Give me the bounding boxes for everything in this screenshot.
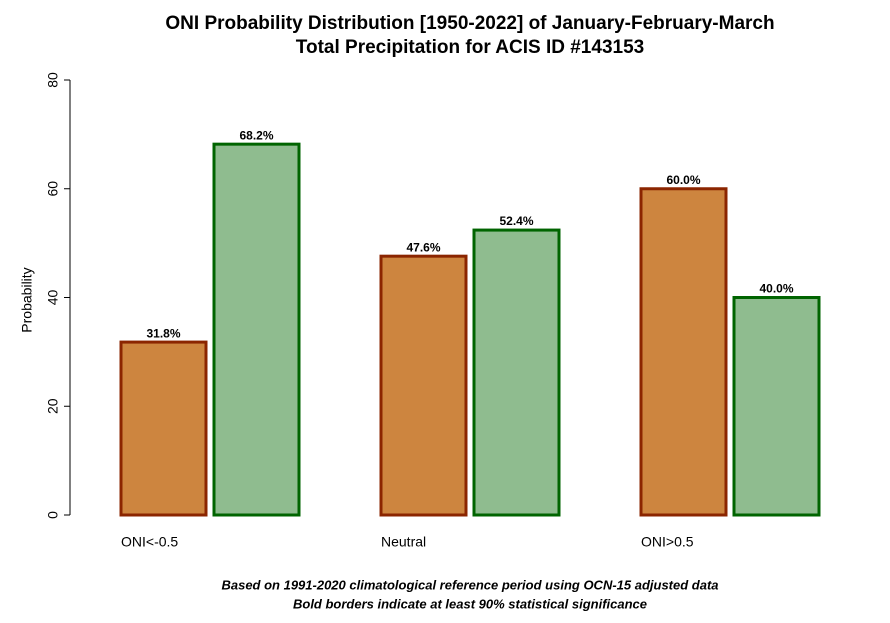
y-tick-label: 40 [45, 290, 61, 306]
bar [639, 187, 728, 517]
y-tick-label: 0 [45, 511, 61, 519]
x-tick-label: Neutral [381, 534, 426, 550]
bar [732, 296, 821, 517]
value-label: 40.0% [759, 282, 793, 296]
chart-subtitle: Total Precipitation for ACIS ID #143153 [296, 37, 644, 58]
bar [472, 228, 561, 517]
value-label: 68.2% [239, 128, 273, 142]
y-tick-label: 80 [45, 72, 61, 88]
y-axis-label: Probability [19, 267, 35, 332]
value-label: 52.4% [499, 214, 533, 228]
value-label: 31.8% [146, 326, 180, 340]
y-tick-label: 20 [45, 398, 61, 414]
bar [379, 254, 468, 517]
footnote: Bold borders indicate at least 90% stati… [293, 596, 647, 611]
value-label: 60.0% [666, 173, 700, 187]
footnote: Based on 1991-2020 climatological refere… [221, 577, 718, 592]
value-label: 47.6% [406, 240, 440, 254]
y-tick-label: 60 [45, 181, 61, 197]
x-tick-label: ONI<-0.5 [121, 534, 178, 550]
bar [119, 340, 208, 517]
bar [212, 142, 301, 517]
chart-title: ONI Probability Distribution [1950-2022]… [165, 13, 774, 34]
x-tick-label: ONI>0.5 [641, 534, 694, 550]
